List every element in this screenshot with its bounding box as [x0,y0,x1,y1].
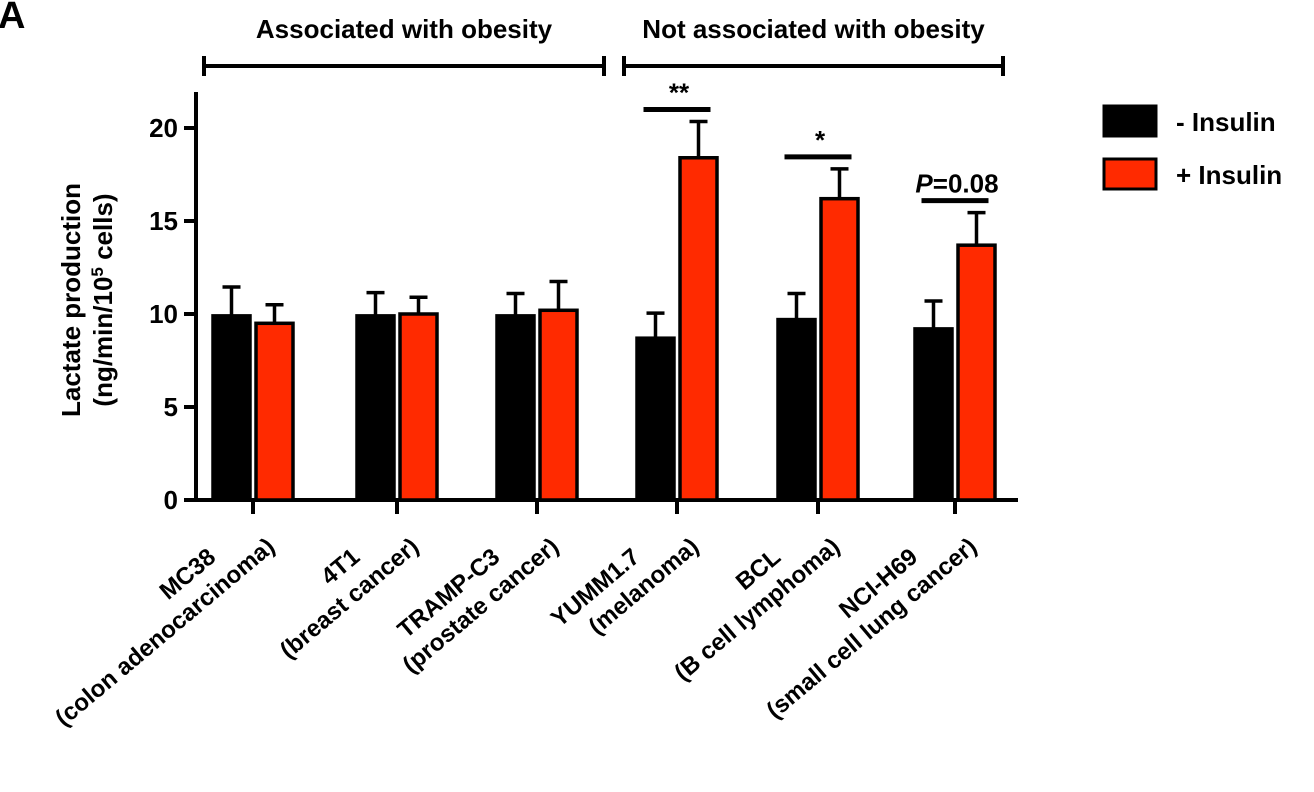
y-tick-label: 20 [149,113,178,143]
y-axis-label: Lactate production [56,183,86,417]
legend-swatch-plus-insulin [1102,157,1158,191]
bar [819,196,860,502]
y-tick-label: 15 [149,206,178,236]
bar [538,308,579,502]
y-tick-label: 10 [149,299,178,329]
group-brackets: Associated with obesity Not associated wi… [202,14,1005,76]
bar [956,243,997,502]
x-tick-labels: MC38(colon adenocarcinoma) 4T1(breast can… [31,510,982,732]
x-tick-label: NCI-H69(small cell lung cancer) [742,510,982,724]
legend-swatch-minus-insulin [1102,104,1158,138]
x-tick-label: YUMM1.7(melanoma) [546,510,704,656]
bar [678,156,719,502]
y-tick-label: 5 [164,392,178,422]
bars [211,119,997,502]
x-tick-label: 4T1(breast cancer) [256,510,424,664]
panel-label: A [0,0,25,37]
significance-label: P=0.08 [915,169,998,199]
axes: 0 5 10 15 20 [149,92,1018,515]
bar [254,321,295,502]
significance-label: * [815,125,826,155]
bar [913,327,954,502]
bar [355,314,396,502]
y-axis-label-units: (ng/min/105 cells) [88,193,119,406]
bar [776,317,817,502]
bar [635,336,676,502]
group-label: Associated with obesity [256,14,553,44]
group-label: Not associated with obesity [642,14,985,44]
bar [495,314,536,502]
bar [211,314,252,502]
legend-label-minus-insulin: - Insulin [1176,107,1276,137]
bar [398,312,439,502]
y-tick-label: 0 [164,485,178,515]
legend: - Insulin + Insulin [1102,104,1282,191]
significance-label: ** [669,77,690,107]
x-tick-label: MC38(colon adenocarcinoma) [31,510,280,732]
significance-markers: ***P=0.08 [643,77,999,204]
legend-label-plus-insulin: + Insulin [1176,160,1282,190]
